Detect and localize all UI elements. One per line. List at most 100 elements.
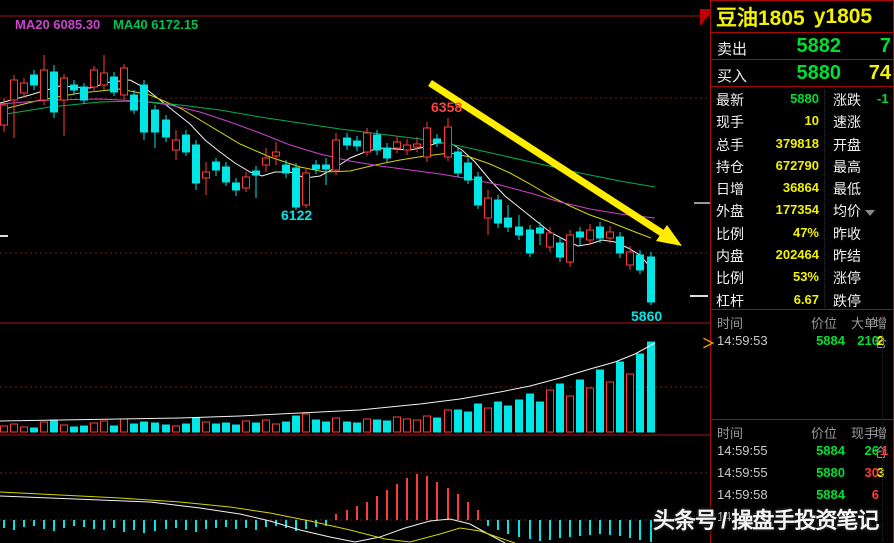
- volume-bar: [576, 379, 584, 433]
- tick-list-header: 时间 价位 现手 增仓: [711, 420, 893, 460]
- stat-row-openint: 持仓 672790 最高: [711, 154, 893, 176]
- stat-row-ratio2: 比例 53% 涨停: [711, 265, 893, 287]
- stat-label: 比例: [716, 225, 744, 242]
- volume-bar: [30, 427, 38, 433]
- candle: [636, 254, 644, 271]
- stat-label: 涨跌: [833, 92, 861, 108]
- tick-qty: 210: [857, 333, 879, 348]
- candle: [373, 134, 381, 151]
- candle: [252, 170, 260, 176]
- volume-bar: [242, 420, 250, 433]
- stat-label: 均价: [833, 203, 861, 220]
- candle: [20, 82, 28, 94]
- candle: [536, 227, 544, 234]
- candle: [606, 231, 614, 239]
- volume-bar: [182, 423, 190, 433]
- candle: [151, 109, 159, 133]
- volume-bar: [192, 417, 200, 433]
- stat-label: 比例: [716, 270, 744, 287]
- stat-row-leverage: 杠杆 6.67 跌停: [711, 288, 893, 310]
- candle: [120, 67, 128, 96]
- tick-price: 5884: [816, 443, 845, 458]
- volume-bar: [162, 424, 170, 433]
- candle: [566, 234, 574, 263]
- quote-sidebar: 豆油1805 y1805 卖出 5882 7 买入 5880 74 最新 588…: [702, 0, 894, 543]
- candle: [647, 256, 655, 303]
- candle: [110, 76, 118, 93]
- ask-label: 卖出: [717, 41, 748, 58]
- tick-delta: 3: [877, 465, 885, 480]
- candle: [596, 226, 604, 239]
- candle: [172, 139, 180, 151]
- last-low-price-label: 5860: [631, 308, 663, 324]
- stat-value: 672790: [775, 157, 819, 173]
- candle: [50, 71, 58, 113]
- volume-bar: [647, 341, 655, 433]
- volume-bar: [50, 419, 58, 433]
- stat-value: -1: [877, 91, 889, 106]
- candle: [262, 157, 270, 166]
- stat-label: 现手: [716, 114, 744, 131]
- candle: [282, 164, 290, 174]
- volume-bar: [80, 425, 88, 433]
- stat-label: 速涨: [833, 114, 861, 131]
- volume-bar: [423, 415, 431, 433]
- candle: [556, 242, 564, 258]
- bid-label: 买入: [717, 68, 748, 85]
- volume-bar: [403, 418, 411, 433]
- volume-bar: [151, 422, 159, 433]
- tick-list-panel: 时间 价位 现手 增仓 14:59:55 5884 26 -1 14:59:55…: [711, 420, 893, 541]
- avg-price-dropdown[interactable]: 均价: [833, 201, 875, 221]
- volume-bar: [312, 419, 320, 433]
- candle: [322, 164, 330, 170]
- col-header-bigorder: 大单: [851, 316, 878, 331]
- tick-price: 5880: [816, 465, 845, 480]
- stat-row-inner: 内盘 202464 昨结: [711, 243, 893, 265]
- candle: [413, 143, 421, 148]
- candle: [616, 236, 624, 254]
- candle: [162, 119, 170, 138]
- col-header-time: 时间: [717, 316, 744, 331]
- stat-row-dayinc: 日增 36864 最低: [711, 176, 893, 198]
- volume-bar: [484, 407, 492, 433]
- candle: [242, 176, 250, 189]
- candle: [130, 94, 138, 111]
- stat-row-outer: 外盘 177354 均价: [711, 198, 893, 220]
- volume-bar: [393, 416, 401, 433]
- volume-bar: [586, 387, 594, 433]
- volume-bar: [232, 424, 240, 433]
- ask-qty: 7: [879, 35, 891, 57]
- volume-bar: [282, 421, 290, 433]
- candle: [30, 74, 38, 86]
- volume-bar: [100, 420, 108, 433]
- candle: [232, 182, 240, 191]
- tick-qty: 30: [864, 465, 879, 480]
- volume-bar: [444, 409, 452, 433]
- volume-bar: [302, 413, 310, 433]
- volume-bar: [40, 421, 48, 433]
- volume-bar: [636, 353, 644, 433]
- tick-row: 14:59:55 5880 30 3: [711, 462, 893, 484]
- volume-bar: [0, 425, 8, 433]
- tick-price: 5884: [816, 333, 845, 348]
- stats-panel: 最新 5880 涨跌 -1 现手 10 速涨 总手 379818 开盘 持仓 6…: [711, 87, 893, 310]
- candle: [343, 137, 351, 146]
- col-header-price: 价位: [811, 316, 838, 331]
- candle: [546, 232, 554, 248]
- ma-line-ma20_magenta: [0, 98, 656, 219]
- volume-bar: [515, 399, 523, 433]
- ask-price: 5882: [796, 35, 842, 57]
- stat-label: 昨结: [833, 248, 861, 265]
- stat-label: 内盘: [716, 248, 744, 265]
- contract-code: y1805: [813, 4, 873, 28]
- stat-label: 外盘: [716, 203, 744, 220]
- candle: [40, 69, 48, 101]
- candle: [515, 226, 523, 236]
- volume-bar: [474, 403, 482, 433]
- stat-row-total: 总手 379818 开盘: [711, 132, 893, 154]
- tick-time: 14:59:58: [717, 487, 768, 502]
- ask-row: 卖出 5882 7: [711, 33, 893, 60]
- stats-divider: [824, 89, 825, 308]
